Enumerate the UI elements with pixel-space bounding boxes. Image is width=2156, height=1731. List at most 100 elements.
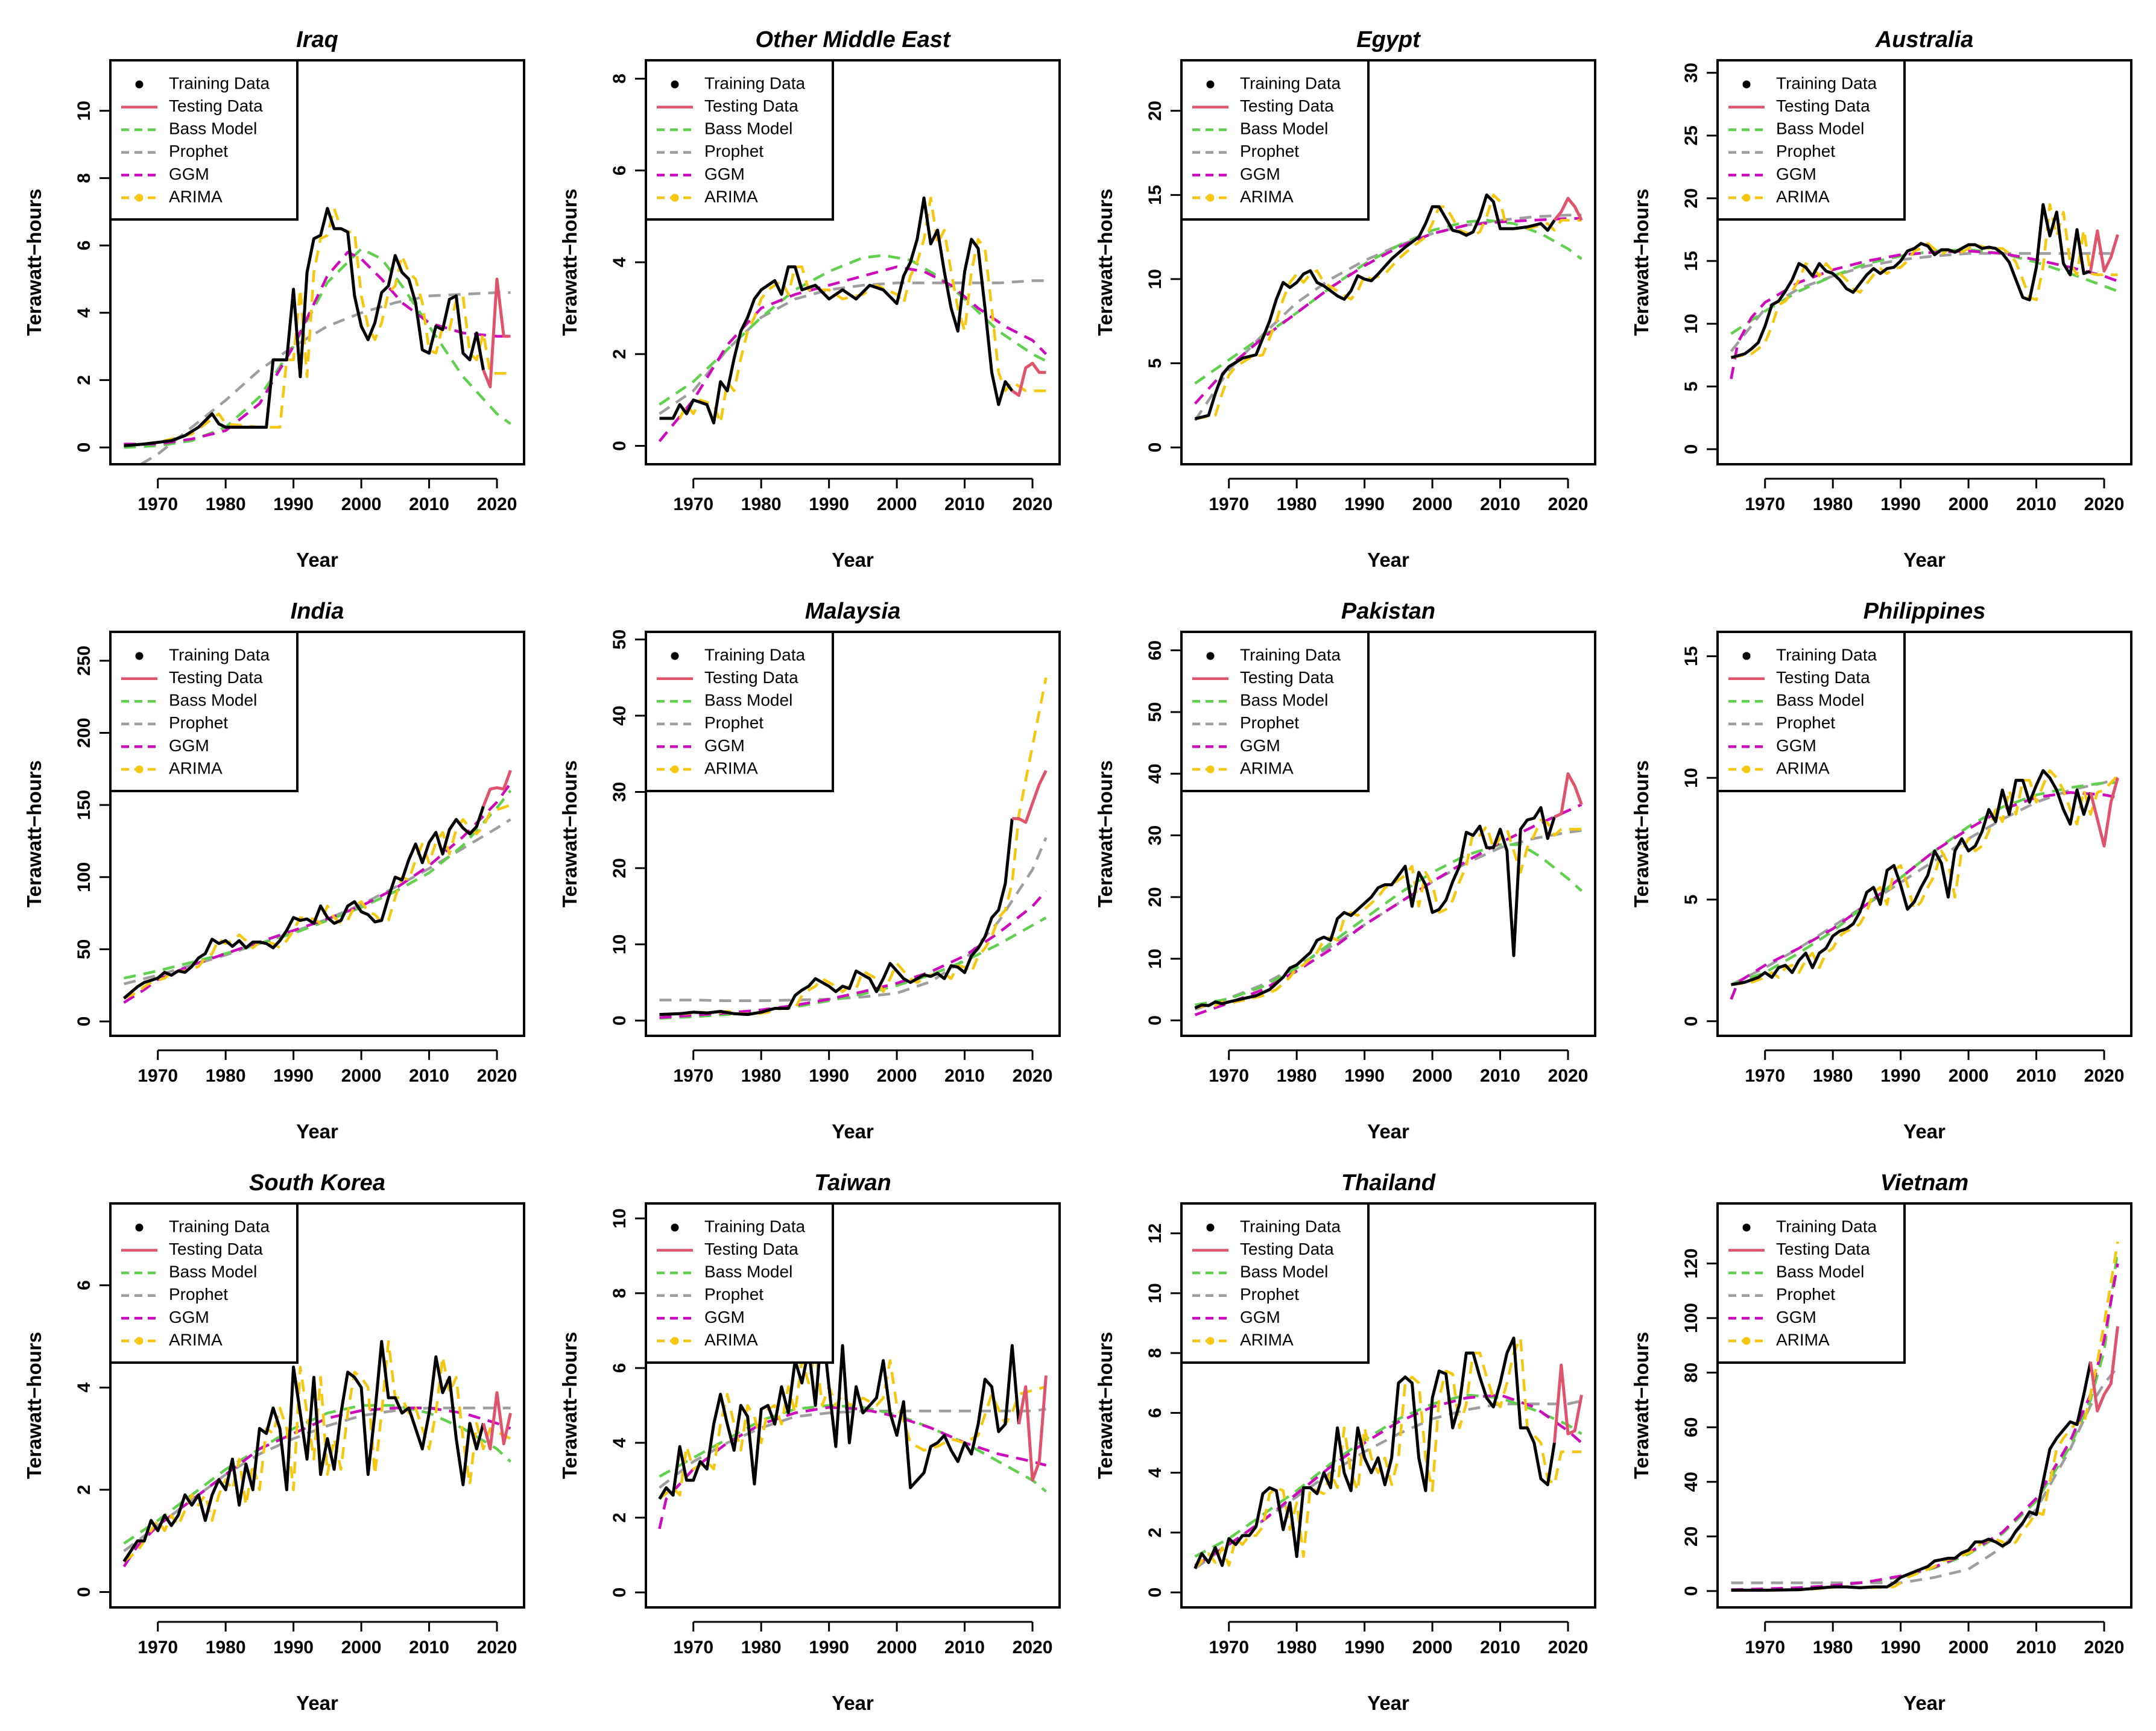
series-line-ggm xyxy=(1194,1393,1582,1567)
y-tick-label: 30 xyxy=(1681,63,1701,83)
legend-label-testing: Testing Data xyxy=(169,96,263,115)
series-line-arima xyxy=(123,1340,511,1563)
legend-label-prophet: Prophet xyxy=(169,142,228,160)
legend-symbol-training xyxy=(135,1223,144,1232)
series-line-arima xyxy=(124,207,511,447)
x-tick-label: 1990 xyxy=(809,494,849,514)
legend-label-ggm: GGM xyxy=(704,1308,745,1326)
legend-label-training: Training Data xyxy=(1240,1217,1341,1235)
series-line-arima xyxy=(659,1348,1047,1500)
legend-label-testing: Testing Data xyxy=(1776,668,1870,687)
x-tick-label: 2020 xyxy=(1013,1638,1053,1657)
legend-label-testing: Testing Data xyxy=(1776,96,1870,115)
y-tick-label: 5 xyxy=(1681,382,1701,392)
legend-label-prophet: Prophet xyxy=(169,1285,228,1304)
series-line-testing xyxy=(2089,229,2119,273)
series-line-bass xyxy=(659,254,1047,406)
y-tick-label: 2 xyxy=(610,349,630,359)
series-line-training xyxy=(1731,769,2092,986)
legend-label-arima: ARIMA xyxy=(169,758,223,777)
y-tick-label: 50 xyxy=(1145,702,1165,722)
legend-label-testing: Testing Data xyxy=(1240,668,1334,687)
x-tick-label: 1970 xyxy=(138,494,178,514)
series-group xyxy=(122,1340,512,1568)
y-tick-label: 20 xyxy=(610,858,630,878)
y-tick-label: 25 xyxy=(1681,125,1701,145)
y-tick-label: 0 xyxy=(610,441,630,451)
y-tick-label: 10 xyxy=(1145,1283,1165,1303)
plot-frame xyxy=(1716,59,2132,465)
x-axis-label: Year xyxy=(296,1692,338,1714)
x-tick-label: 1990 xyxy=(809,1638,849,1657)
x-tick-label: 1970 xyxy=(673,1638,713,1657)
legend-label-arima: ARIMA xyxy=(1240,187,1294,206)
y-tick-label: 100 xyxy=(1681,1303,1701,1333)
y-tick-label: 20 xyxy=(1145,887,1165,907)
series-line-ggm xyxy=(1194,803,1582,1017)
x-tick-label: 2000 xyxy=(1949,1066,1989,1086)
legend-label-testing: Testing Data xyxy=(1240,1240,1334,1258)
series-line-arima xyxy=(1731,769,2119,986)
legend-symbol-training xyxy=(671,1223,679,1232)
series-line-arima xyxy=(1193,1337,1582,1570)
legend-symbol-training xyxy=(1742,1223,1751,1232)
series-group xyxy=(1194,772,1583,1017)
chart-panel-other-middle-east: Other Middle East 0 2 4 6 8 1970 1980 1990 2000 20… xyxy=(558,27,1061,571)
y-axis-label: Terawatt−hours xyxy=(558,760,581,907)
y-tick-label: 80 xyxy=(1681,1363,1701,1383)
y-tick-label: 10 xyxy=(1681,314,1701,333)
chart-title: Philippines xyxy=(1864,599,1986,624)
series-line-training xyxy=(1730,203,2091,359)
legend-label-ggm: GGM xyxy=(704,165,745,183)
legend-symbol-training xyxy=(1206,1223,1215,1232)
series-line-ggm xyxy=(124,251,511,446)
x-tick-label: 2010 xyxy=(944,1066,985,1086)
x-tick-label: 1990 xyxy=(1880,494,1921,514)
legend-label-testing: Testing Data xyxy=(704,668,798,687)
legend-symbol-point-arima xyxy=(1742,765,1751,774)
x-axis-label: Year xyxy=(296,549,338,571)
y-axis-label: Terawatt−hours xyxy=(1094,189,1116,336)
chart-title: Pakistan xyxy=(1341,599,1435,624)
x-tick-label: 2010 xyxy=(944,1638,985,1657)
series-line-ggm xyxy=(123,782,512,1004)
x-tick-label: 1970 xyxy=(1745,494,1785,514)
series-line-training xyxy=(122,806,485,1000)
series-line-ggm xyxy=(658,265,1048,443)
series-line-bass xyxy=(1194,1393,1582,1558)
y-tick-label: 6 xyxy=(74,241,94,251)
y-tick-label: 10 xyxy=(74,101,94,121)
x-tick-label: 2000 xyxy=(1949,1638,1989,1657)
y-tick-label: 4 xyxy=(610,1437,630,1448)
chart-title: Malaysia xyxy=(805,599,900,624)
legend-label-testing: Testing Data xyxy=(1776,1240,1870,1258)
series-line-training xyxy=(659,196,1014,424)
plot-frame xyxy=(109,1202,525,1609)
y-tick-label: 5 xyxy=(1681,895,1701,905)
chart-panel-india: India 0 50 100 150 200 250 1970 1980 1990 2000 2010… xyxy=(23,599,525,1143)
legend: Training Data Testing Data Bass Model Proph… xyxy=(1180,631,1370,792)
series-line-bass xyxy=(1194,218,1582,385)
chart-panel-pakistan: Pakistan 0 10 20 30 40 50 60 1970 1980 1990 2000 201… xyxy=(1094,599,1596,1143)
y-tick-label: 8 xyxy=(610,74,630,84)
x-tick-label: 2000 xyxy=(341,1066,382,1086)
legend-label-training: Training Data xyxy=(704,74,805,92)
series-line-arima xyxy=(123,803,511,1000)
x-axis-label: Year xyxy=(1367,549,1409,571)
series-line-testing xyxy=(1553,1363,1583,1443)
x-axis-label: Year xyxy=(832,1692,874,1714)
legend-symbol-training xyxy=(671,652,679,660)
legend-symbol-training xyxy=(1206,80,1215,89)
series-group xyxy=(658,1322,1048,1530)
chart-panel-thailand: Thailand 0 2 4 6 8 10 12 1970 1980 1990 2000 2010 202… xyxy=(1094,1170,1596,1714)
x-tick-label: 1980 xyxy=(1813,1066,1853,1086)
x-tick-label: 2000 xyxy=(341,494,382,514)
x-tick-label: 1980 xyxy=(741,494,782,514)
y-tick-label: 4 xyxy=(1145,1468,1165,1478)
y-tick-label: 15 xyxy=(1145,185,1165,205)
legend-label-arima: ARIMA xyxy=(704,187,758,206)
y-tick-label: 10 xyxy=(1145,948,1165,968)
x-tick-label: 2020 xyxy=(2084,494,2125,514)
x-tick-label: 1980 xyxy=(1813,1638,1853,1657)
series-line-training xyxy=(658,1322,1020,1500)
